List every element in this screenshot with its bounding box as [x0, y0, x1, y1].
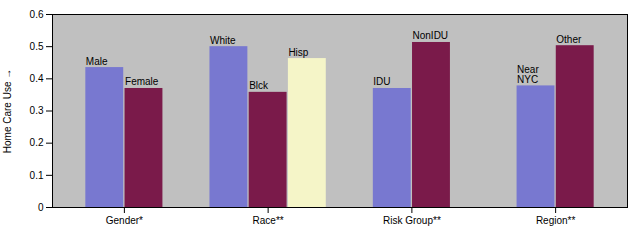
svg-text:Other: Other: [556, 34, 582, 45]
svg-text:NonIDU: NonIDU: [413, 30, 449, 41]
svg-text:Race**: Race**: [253, 215, 284, 226]
svg-text:Male: Male: [86, 56, 108, 67]
svg-text:0.2: 0.2: [30, 137, 44, 148]
svg-text:0: 0: [38, 202, 44, 213]
svg-text:Region**: Region**: [536, 215, 576, 226]
svg-text:Gender*: Gender*: [106, 215, 143, 226]
svg-text:Hisp: Hisp: [288, 47, 308, 58]
svg-text:Female: Female: [125, 76, 159, 87]
svg-text:Home Care Use →: Home Care Use →: [2, 69, 13, 153]
svg-text:0.1: 0.1: [30, 170, 44, 181]
svg-text:NearNYC: NearNYC: [517, 64, 539, 85]
svg-text:0.5: 0.5: [30, 41, 44, 52]
svg-text:Blck: Blck: [249, 80, 269, 91]
svg-text:0.3: 0.3: [30, 105, 44, 116]
svg-text:IDU: IDU: [373, 76, 390, 87]
svg-text:Risk Group**: Risk Group**: [383, 215, 441, 226]
svg-text:White: White: [210, 35, 236, 46]
svg-text:0.6: 0.6: [30, 9, 44, 20]
svg-text:0.4: 0.4: [30, 73, 44, 84]
